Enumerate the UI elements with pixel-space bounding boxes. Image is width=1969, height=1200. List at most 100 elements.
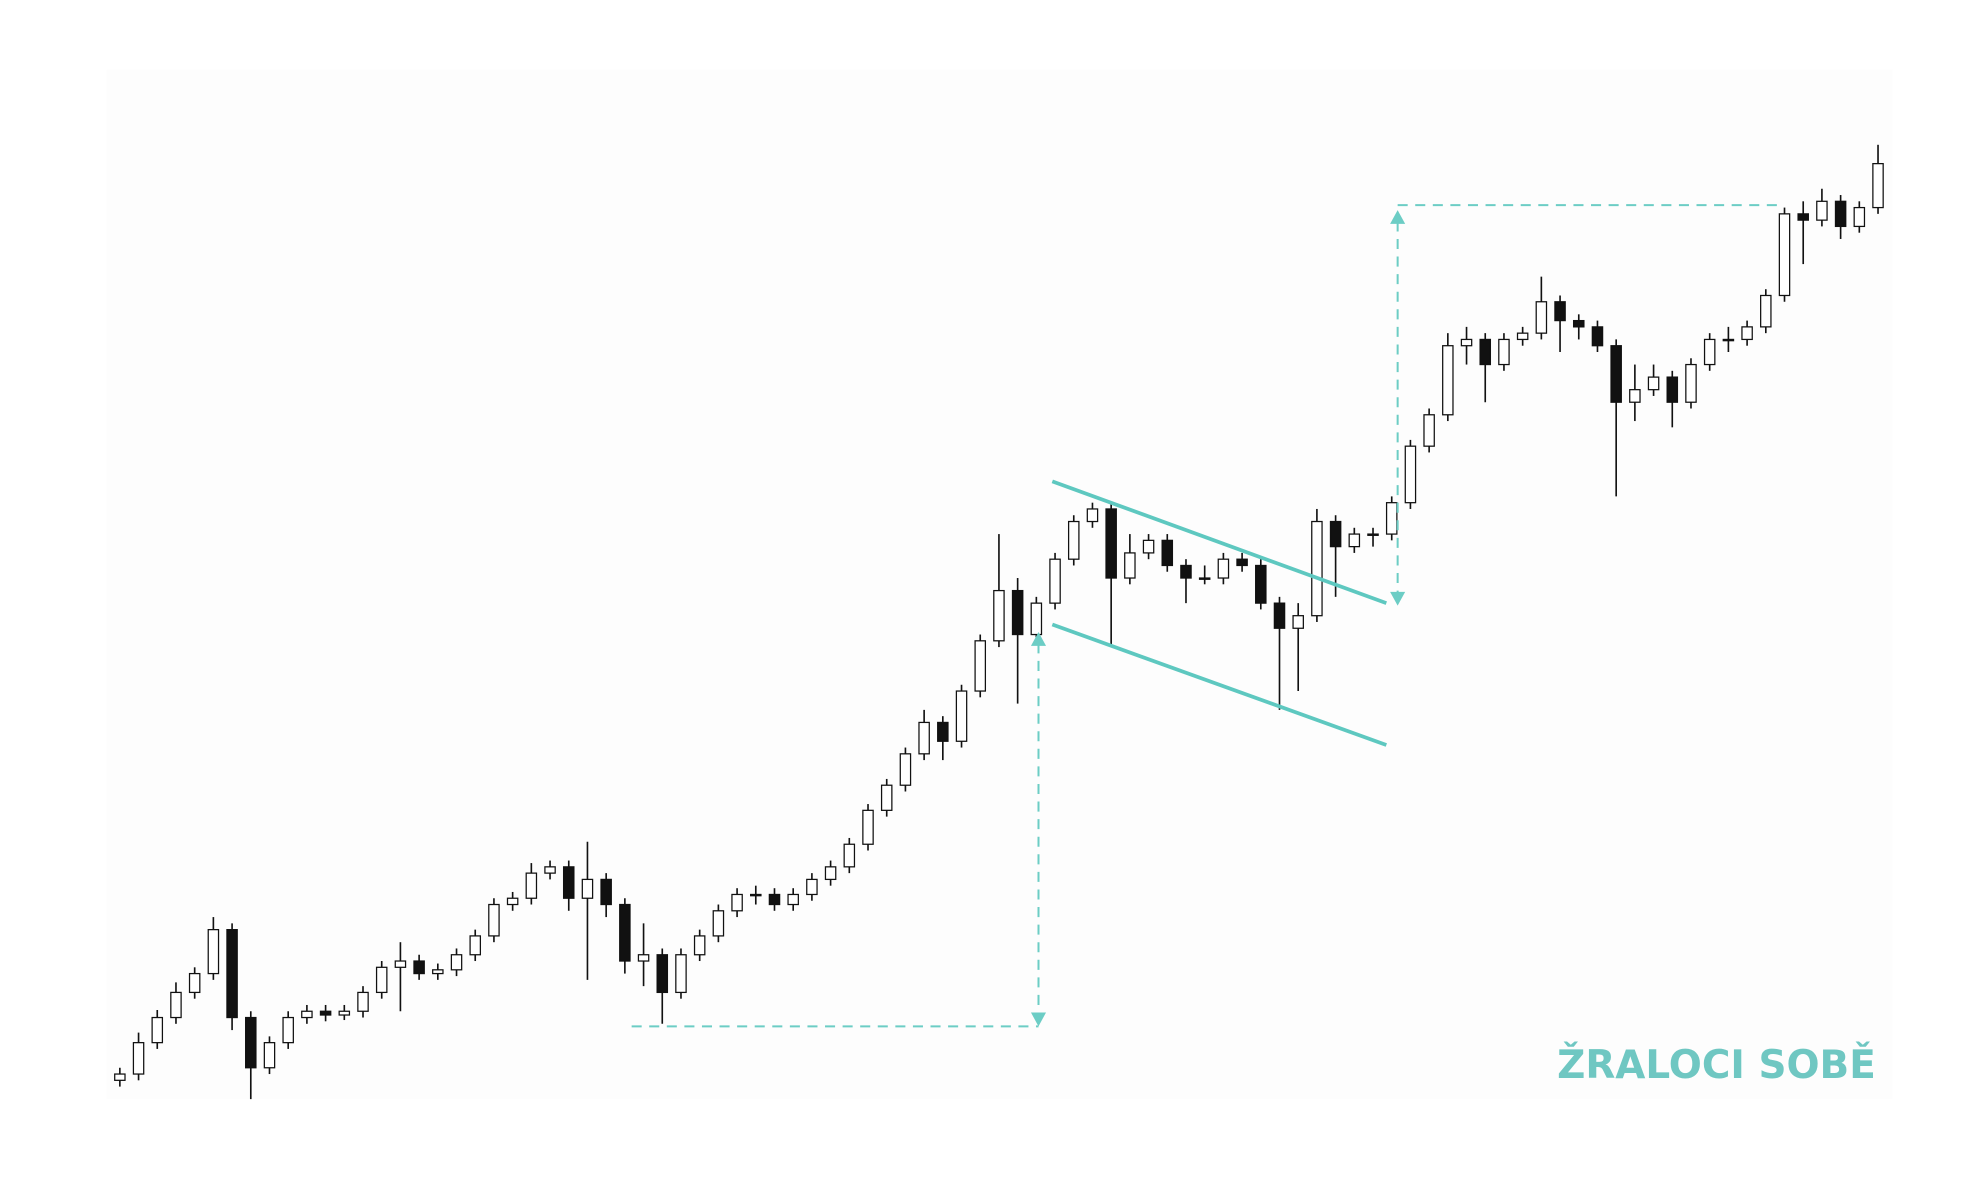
- candle-body: [899, 753, 912, 786]
- candle-body: [1329, 520, 1342, 548]
- candle-body: [637, 954, 650, 962]
- candle-body: [188, 972, 201, 994]
- candle-body: [132, 1042, 145, 1075]
- candle-body: [1760, 294, 1772, 328]
- candle-body: [506, 897, 519, 906]
- candle-body: [1067, 520, 1080, 560]
- candle-body: [843, 843, 856, 868]
- candle-body: [1030, 602, 1043, 636]
- candle-body: [1629, 389, 1641, 403]
- candle-body: [1311, 520, 1323, 617]
- candle-body: [394, 960, 407, 968]
- candle-body: [1180, 564, 1192, 579]
- candle-body: [824, 866, 837, 881]
- candle-body: [1442, 345, 1454, 416]
- candle-body: [1703, 338, 1716, 366]
- candle-body: [245, 1016, 257, 1069]
- candle-body: [1217, 558, 1230, 579]
- candle-body: [226, 929, 238, 1019]
- candle-body: [1741, 326, 1753, 341]
- candle-body: [768, 893, 781, 906]
- candle-body: [1105, 508, 1117, 579]
- candle-body: [562, 866, 575, 899]
- candle-body: [1554, 301, 1566, 322]
- candle-body: [1797, 213, 1809, 221]
- candle-body: [1516, 332, 1529, 341]
- candle-body: [375, 966, 388, 994]
- candle-body: [1367, 533, 1379, 536]
- candle-body: [581, 878, 594, 899]
- candle-body: [488, 903, 500, 937]
- candle-body: [357, 991, 369, 1012]
- candle-body: [1049, 558, 1061, 604]
- candle-body: [1142, 539, 1155, 554]
- candle-body: [993, 589, 1005, 642]
- candle-body: [619, 903, 631, 962]
- candle-body: [1685, 363, 1697, 403]
- candle-body: [1647, 376, 1660, 391]
- candle-body: [937, 721, 949, 742]
- candle-body: [114, 1073, 126, 1081]
- candle-body: [1124, 552, 1136, 579]
- candle-body: [170, 991, 182, 1019]
- candle-body: [806, 878, 818, 896]
- candle-body: [750, 893, 762, 897]
- candle-body: [1834, 200, 1847, 228]
- candle-body: [1572, 319, 1585, 328]
- candle-body: [1255, 564, 1267, 604]
- candle-body: [1292, 615, 1304, 629]
- candle-body: [544, 866, 556, 874]
- channel-lower: [1051, 622, 1387, 747]
- candle-body: [1816, 200, 1828, 221]
- candle-body: [1086, 508, 1099, 523]
- candle-body: [1666, 376, 1679, 403]
- candle-body: [862, 809, 874, 845]
- watermark: ŽRALOCI SOBĚ: [1557, 1041, 1876, 1088]
- candle-body: [301, 1010, 313, 1019]
- candle-body: [656, 954, 669, 994]
- candle-body: [1722, 338, 1735, 342]
- candle-body: [600, 878, 612, 906]
- candle-body: [712, 910, 725, 937]
- candle-body: [787, 893, 799, 906]
- candle-body: [319, 1010, 332, 1016]
- candle-body: [1423, 414, 1435, 447]
- candle-body: [432, 969, 444, 975]
- candle-body: [1011, 589, 1024, 636]
- candle-body: [1161, 539, 1174, 567]
- candle-body: [525, 872, 538, 899]
- candle-body: [1404, 445, 1417, 504]
- candle-body: [151, 1016, 164, 1044]
- candle-body: [1479, 338, 1492, 366]
- candle-body: [413, 960, 425, 975]
- candle-body: [955, 690, 968, 742]
- candle-body: [1498, 338, 1510, 366]
- candle-body: [1535, 301, 1548, 334]
- candle-body: [1591, 326, 1604, 347]
- candle-body: [1236, 558, 1248, 567]
- candle-body: [675, 954, 687, 994]
- candle-body: [1778, 213, 1791, 297]
- candle-body: [263, 1042, 276, 1069]
- candle-body: [450, 954, 463, 971]
- candle-body: [469, 935, 482, 956]
- candle-body: [731, 893, 743, 912]
- candle-body: [1460, 338, 1473, 347]
- candle-body: [207, 929, 220, 975]
- candle-body: [282, 1016, 294, 1044]
- candle-body: [918, 721, 930, 755]
- candle-body: [1872, 163, 1884, 209]
- candles: [114, 144, 1884, 1100]
- candle-body: [974, 640, 987, 692]
- candle-body: [1610, 345, 1622, 403]
- candle-body: [1273, 602, 1286, 629]
- candle-body: [338, 1010, 351, 1016]
- channel-upper: [1051, 479, 1387, 605]
- candle-body: [1348, 533, 1361, 548]
- candle-body: [1853, 206, 1866, 228]
- candle-body: [880, 784, 893, 811]
- candle-body: [1198, 577, 1211, 580]
- candle-body: [1385, 502, 1398, 535]
